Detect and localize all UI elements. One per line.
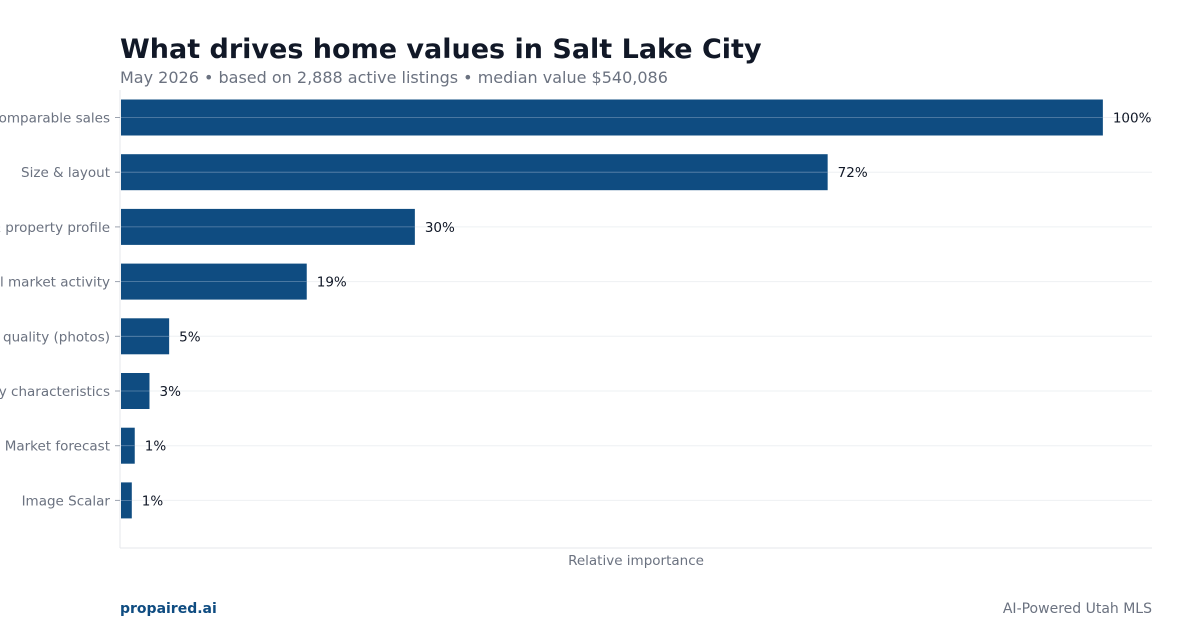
chart-subtitle: May 2026 • based on 2,888 active listing…: [120, 68, 668, 87]
y-tick-label: Size & layout: [21, 165, 110, 181]
y-tick-label: Local market activity: [0, 275, 110, 291]
data-label: 3%: [159, 384, 181, 400]
data-label: 30%: [425, 220, 455, 236]
data-label: 1%: [142, 493, 164, 509]
chart-title: What drives home values in Salt Lake Cit…: [120, 34, 762, 65]
y-tick-label: Comparable sales: [0, 111, 110, 127]
data-label: 72%: [838, 165, 868, 181]
y-tick-label: Property characteristics: [0, 384, 110, 400]
y-tick-label: Market forecast: [5, 439, 110, 455]
y-tick-label: Image Scalar: [22, 493, 111, 509]
data-label: 1%: [145, 439, 167, 455]
y-tick-label: Listing quality (photos): [0, 329, 110, 345]
data-label: 100%: [1113, 111, 1152, 127]
data-label: 19%: [317, 275, 347, 291]
y-tick-label: Location & property profile: [0, 220, 110, 236]
x-axis-label: Relative importance: [568, 553, 704, 569]
brand-link[interactable]: propaired.ai: [120, 601, 217, 617]
data-label: 5%: [179, 329, 201, 345]
footer-tagline: AI-Powered Utah MLS: [1002, 601, 1152, 617]
